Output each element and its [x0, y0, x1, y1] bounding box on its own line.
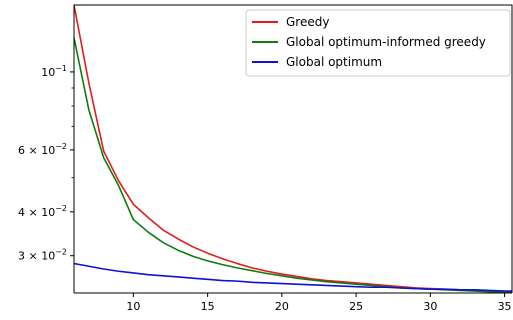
legend: Greedy Global optimum-informed greedy Glob… [245, 9, 511, 77]
y-tick-label: 3 × 10−2 [18, 248, 67, 263]
plot-frame [73, 4, 513, 293]
legend-label-2: Global optimum [286, 55, 382, 69]
axes-layer: 10 15 20 25 30 35 10−1 6 × 10−2 4 × 10−2 3 × 10−2 [18, 4, 513, 313]
legend-box [245, 9, 511, 77]
y-tick-label: 4 × 10−2 [18, 204, 67, 219]
y-tick-label: 6 × 10−2 [18, 142, 67, 157]
x-tick-label: 30 [423, 300, 437, 313]
x-tick-label: 20 [275, 300, 289, 313]
x-tick-label: 35 [498, 300, 512, 313]
x-tick-label: 10 [126, 300, 140, 313]
x-tick-label: 25 [349, 300, 363, 313]
legend-label-0: Greedy [286, 15, 329, 29]
series-layer [74, 5, 512, 293]
x-tick-label: 15 [201, 300, 215, 313]
legend-label-1: Global optimum-informed greedy [286, 35, 486, 49]
series-line-2 [74, 262, 512, 292]
y-tick-label: 10−1 [41, 64, 67, 79]
